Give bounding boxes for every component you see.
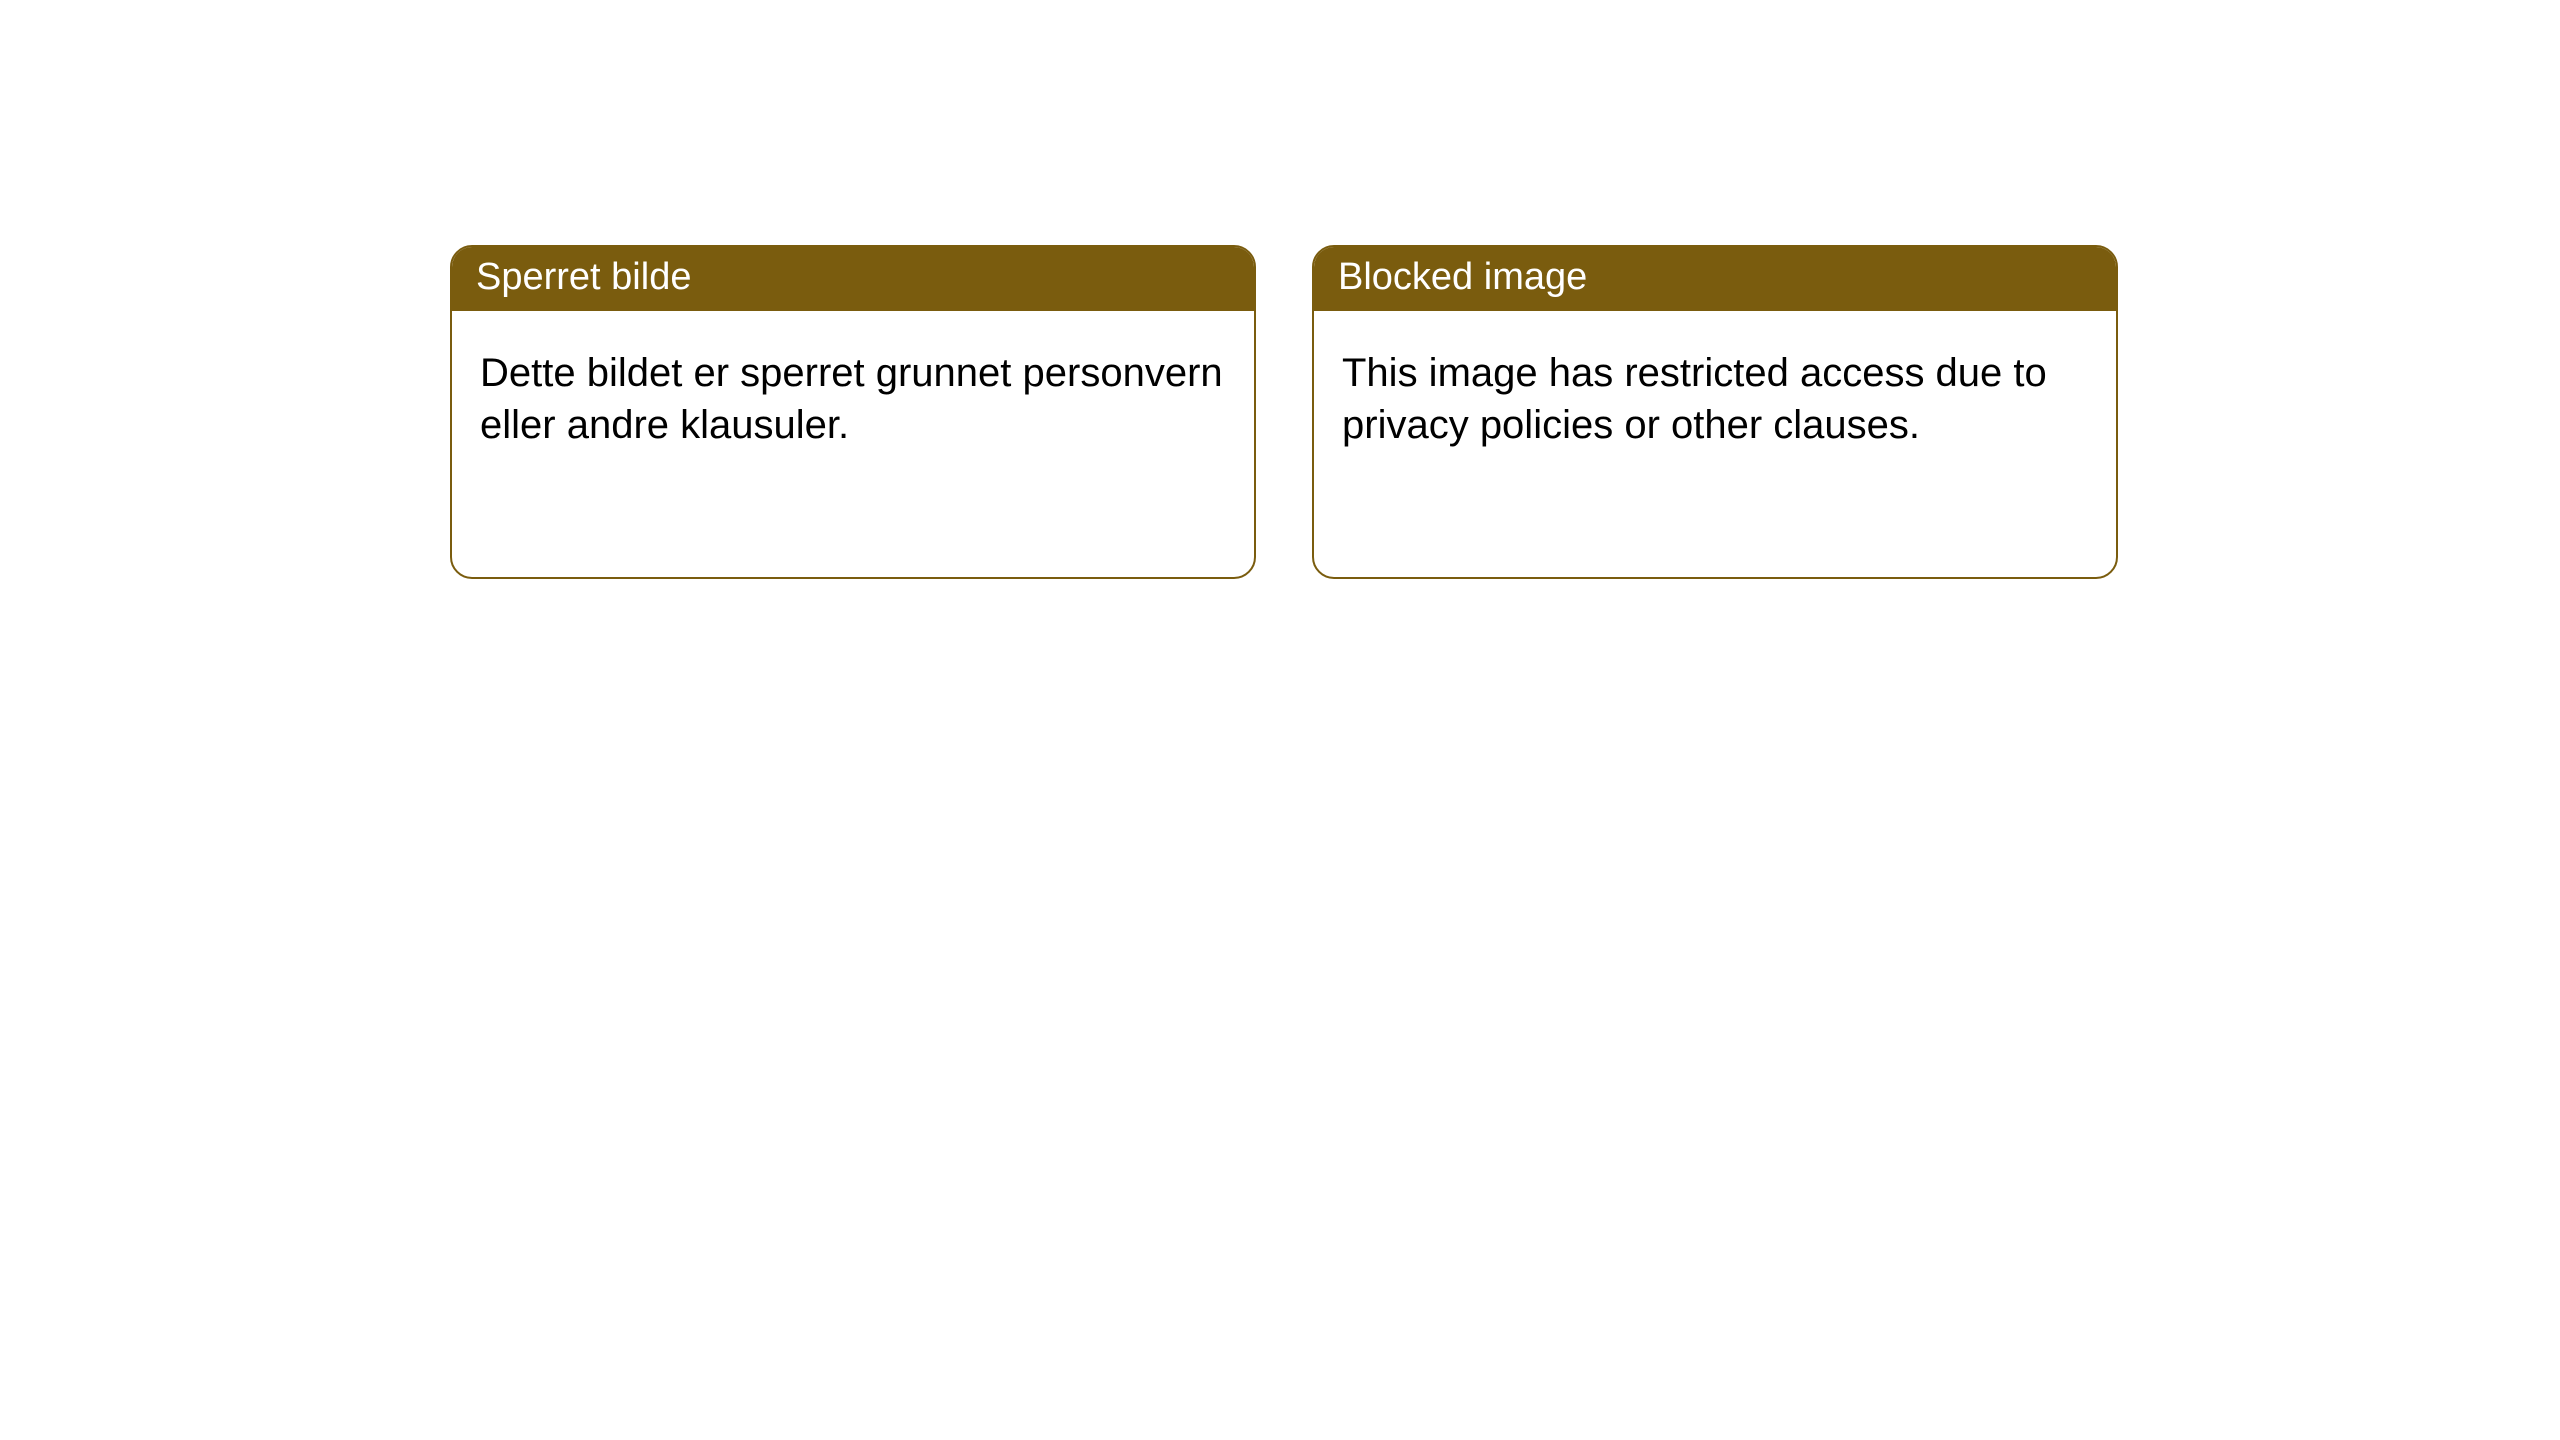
notice-body-norwegian: Dette bildet er sperret grunnet personve… bbox=[452, 311, 1254, 479]
notice-box-norwegian: Sperret bilde Dette bildet er sperret gr… bbox=[450, 245, 1256, 579]
notice-title-norwegian: Sperret bilde bbox=[452, 247, 1254, 311]
notice-title-english: Blocked image bbox=[1314, 247, 2116, 311]
notice-box-english: Blocked image This image has restricted … bbox=[1312, 245, 2118, 579]
notice-body-english: This image has restricted access due to … bbox=[1314, 311, 2116, 479]
notices-container: Sperret bilde Dette bildet er sperret gr… bbox=[450, 245, 2118, 579]
